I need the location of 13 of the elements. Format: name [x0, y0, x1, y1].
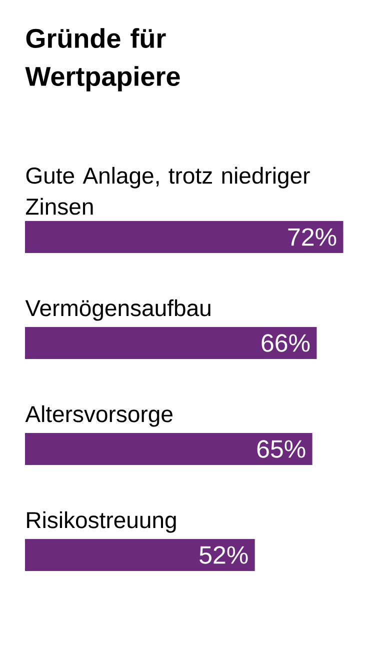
bar [25, 327, 317, 359]
data-label: 72% [288, 228, 336, 246]
data-label: 66% [262, 334, 310, 352]
y-tick-label: Altersvorsorge [25, 405, 172, 427]
bar [25, 433, 312, 465]
chart-title: Gründe für Wertpapiere [25, 28, 180, 92]
y-tick-label: Vermögensaufbau [25, 299, 210, 321]
y-tick-label: Risikostreuung [27, 511, 176, 533]
bar [25, 539, 255, 572]
data-label: 52% [200, 546, 248, 564]
y-tick-label: Gute Anlage, trotz niedriger Zinsen [26, 166, 310, 215]
bar [25, 221, 344, 253]
data-label: 65% [257, 440, 306, 458]
